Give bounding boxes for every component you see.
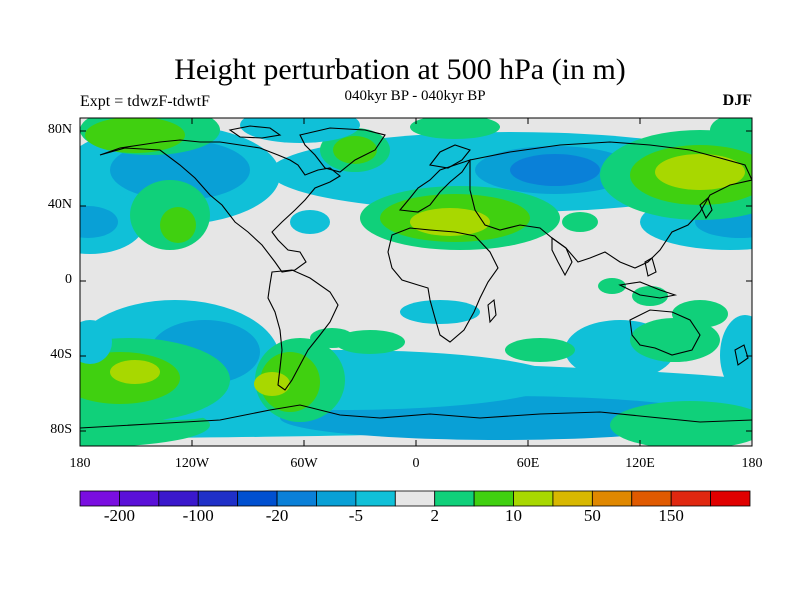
colorbar-label: 10	[505, 506, 523, 525]
contour-region	[110, 360, 160, 384]
coastline	[299, 127, 386, 173]
longitude-label: 60E	[516, 456, 540, 471]
colorbar-swatch	[591, 490, 633, 507]
map-title: Height perturbation at 500 hPa (in m)	[174, 53, 626, 86]
coastline	[699, 197, 713, 220]
contour-region	[610, 401, 752, 446]
contour-region	[710, 118, 752, 146]
colorbar	[79, 490, 751, 507]
coastline	[487, 298, 497, 324]
colorbar-swatch	[394, 490, 436, 507]
colorbar-swatch	[670, 490, 711, 507]
contour-region	[410, 208, 490, 236]
contour-region	[254, 372, 290, 396]
longitude-label: 120E	[625, 456, 655, 471]
coastline	[228, 125, 282, 139]
latitude-label: 40S	[50, 347, 72, 362]
longitude-label: 180	[741, 456, 763, 471]
height-field	[80, 118, 752, 446]
coastline	[618, 281, 678, 299]
coastline	[469, 141, 752, 269]
colorbar-label: -20	[265, 506, 289, 525]
colorbar-swatch	[473, 490, 514, 507]
contour-region	[598, 278, 626, 294]
contour-region	[400, 300, 480, 324]
longitude-label: 180	[69, 456, 91, 471]
colorbar-swatch	[237, 490, 278, 507]
period-label: 040kyr BP - 040kyr BP	[344, 88, 486, 104]
longitude-label: 0	[412, 456, 420, 471]
coastline	[629, 309, 701, 356]
contour-region	[80, 320, 112, 364]
colorbar-label: 50	[583, 506, 601, 525]
colorbar-swatch	[316, 490, 357, 507]
coastline	[429, 144, 471, 169]
colorbar-swatch	[710, 490, 751, 507]
latitude-label: 80N	[47, 122, 72, 137]
contour-region	[310, 328, 354, 348]
experiment-label: Expt = tdwzF-tdwtF	[80, 93, 210, 110]
longitude-label: 60W	[290, 456, 318, 471]
colorbar-swatch	[79, 490, 120, 507]
colorbar-label: -200	[103, 506, 135, 525]
colorbar-label: 150	[658, 506, 684, 525]
coastline	[644, 257, 657, 277]
colorbar-swatch	[119, 490, 160, 507]
latitude-label: 80S	[50, 422, 72, 437]
contour-region	[410, 118, 500, 139]
contour-region	[562, 212, 598, 232]
colorbar-label: -5	[348, 506, 363, 525]
contour-region	[505, 338, 575, 362]
contour-region	[333, 136, 377, 164]
contour-region	[160, 207, 196, 243]
coastline	[734, 344, 749, 366]
colorbar-swatch	[276, 490, 317, 507]
colorbar-swatch	[513, 490, 554, 507]
colorbar-label: -100	[182, 506, 214, 525]
colorbar-swatch	[355, 490, 396, 507]
longitude-label: 120W	[174, 456, 210, 471]
colorbar-label: 2	[430, 506, 439, 525]
contour-region	[630, 318, 720, 362]
axis-ticks	[79, 118, 753, 446]
contour-region	[720, 315, 752, 395]
contour-region	[655, 154, 745, 190]
latitude-label: 0	[65, 272, 72, 287]
coastline	[267, 269, 339, 391]
contour-region	[80, 206, 118, 238]
contour-region	[290, 210, 330, 234]
coastline	[387, 227, 499, 343]
colorbar-swatch	[552, 490, 593, 507]
coastline	[99, 139, 341, 273]
colorbar-swatch	[631, 490, 672, 507]
colorbar-swatch	[158, 490, 199, 507]
colorbar-swatch	[434, 490, 475, 507]
season-label: DJF	[722, 92, 752, 109]
coastline	[551, 236, 573, 277]
coastline	[80, 404, 752, 429]
contour-region	[85, 118, 185, 153]
latitude-label: 40N	[47, 197, 72, 212]
colorbar-swatch	[197, 490, 239, 507]
contour-region	[110, 140, 250, 200]
contour-region	[672, 300, 728, 328]
contour-region	[510, 154, 600, 186]
coastlines	[80, 125, 752, 429]
